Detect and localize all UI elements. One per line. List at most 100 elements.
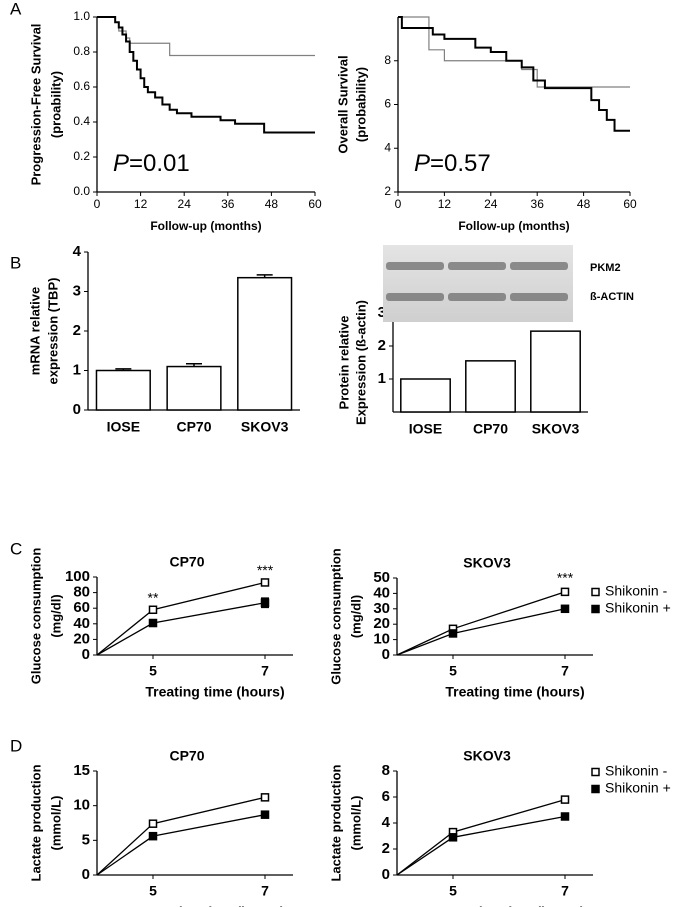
bar [465,360,516,413]
y-tick-label: 0 [82,866,90,883]
y-tick-label: 0.6 [73,79,90,93]
panel-letter: A [10,0,22,18]
legend-label: Shikonin + [605,600,671,616]
panel-letter: C [10,539,22,558]
y-tick-label: 1 [378,370,386,387]
chart-title: SKOV3 [463,748,511,764]
y-tick-label: 40 [73,615,90,632]
y-tick-label: 0 [382,646,390,663]
series-line [396,798,566,876]
x-tick-label: IOSE [409,421,442,437]
y-tick-label: 2 [384,184,391,198]
y-tick-label: 4 [384,140,391,154]
x-axis-label: Follow-up (months) [458,219,569,233]
bar [95,369,151,411]
y-axis-label: Progression-Free Survival [28,24,43,186]
y-axis-label: (proability) [48,71,63,138]
survival-curve [97,16,315,134]
legend-marker [591,784,600,794]
x-tick-label: SKOV3 [532,421,580,437]
series-line [396,815,566,876]
y-tick-label: 3 [73,282,81,299]
y-tick-label: 30 [373,600,390,617]
x-tick-label: 7 [561,883,569,899]
y-axis-label: Glucose consumption [28,548,43,685]
legend-marker [591,587,600,597]
legend-label: Shikonin - [605,583,668,599]
marker [448,833,458,842]
marker [148,819,158,828]
y-axis-label: (mmol/L) [348,796,363,851]
p-value: P=0.57 [414,150,491,177]
y-tick-label: 6 [382,788,390,805]
y-tick-label: 40 [373,584,390,601]
error-bar [115,368,132,371]
x-tick-label: 36 [531,197,545,211]
y-tick-label: 4 [73,243,82,260]
y-tick-label: 60 [73,599,90,616]
bar [237,276,293,411]
blot-label: ß-ACTIN [590,291,634,303]
y-tick-label: 15 [73,762,90,779]
x-tick-label: 36 [221,197,235,211]
blot-band [510,293,568,301]
significance: *** [557,569,574,585]
x-tick-label: 0 [94,197,101,211]
y-axis-label: Protein relative [336,316,351,410]
x-axis-label: Treating time (hours) [445,904,584,907]
blot-image [383,245,573,322]
x-tick-label: 60 [623,197,637,211]
x-tick-label: 12 [134,197,148,211]
y-tick-label: 0.0 [73,184,90,198]
x-tick-label: 5 [149,663,157,679]
series-line [396,608,566,656]
y-tick-label: 2 [382,840,390,857]
significance: *** [257,562,274,578]
marker [260,810,270,819]
marker [560,812,570,821]
x-tick-label: 7 [561,663,569,679]
x-tick-label: 7 [261,883,269,899]
x-tick-label: 5 [449,883,457,899]
y-tick-label: 20 [373,615,390,632]
series-line [96,814,266,876]
series-line [96,796,266,876]
x-tick-label: 24 [484,197,498,211]
p-text: =0.57 [430,150,491,177]
y-tick-label: 8 [384,53,391,67]
y-tick-label: 0.8 [73,44,90,58]
blot-band [386,262,444,270]
y-tick-label: 1.0 [73,9,90,23]
y-tick-label: 3 [378,304,386,321]
x-tick-label: 24 [178,197,192,211]
y-tick-label: 4 [382,814,391,831]
marker [560,795,570,804]
p-text: =0.01 [129,150,190,177]
x-tick-label: 0 [395,197,402,211]
y-axis-label: Expression (ß-actin) [353,300,368,425]
y-axis-label: Lactate production [28,764,43,881]
y-tick-label: 0 [73,401,81,418]
bar [400,378,451,413]
marker [260,598,270,607]
y-tick-label: 80 [73,584,90,601]
x-tick-label: 60 [308,197,322,211]
western-blot [383,245,573,322]
blot-label: PKM2 [590,262,621,274]
series-line [96,581,266,656]
x-tick-label: 5 [149,883,157,899]
x-tick-label: SKOV3 [241,419,289,435]
blot-band [448,293,506,301]
x-tick-label: IOSE [107,419,140,435]
y-tick-label: 1 [73,361,81,378]
p-value: P=0.01 [113,150,190,177]
marker [560,604,570,614]
y-axis-label: (mg/dl) [48,594,63,637]
y-tick-label: 2 [73,322,81,339]
x-axis-label: Treating time (hours) [445,684,584,700]
y-tick-label: 5 [82,831,90,848]
legend-marker [591,604,600,614]
y-tick-label: 20 [73,630,90,647]
y-tick-label: 0.4 [73,114,90,128]
